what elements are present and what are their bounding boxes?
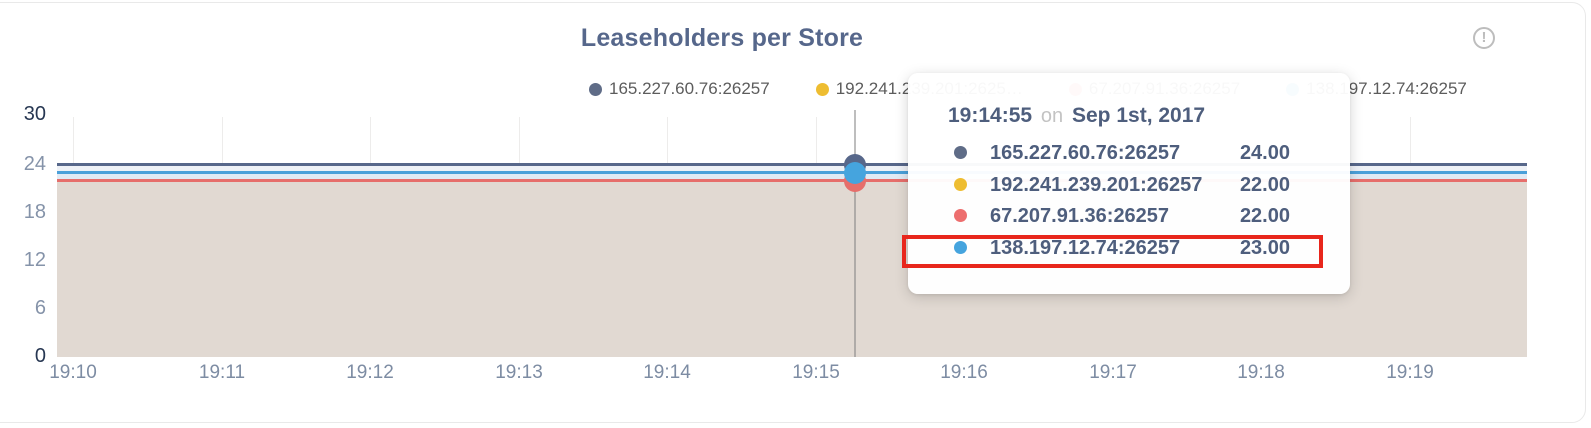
- tooltip-connector: on: [1040, 105, 1064, 127]
- series-line-138-197-12-74: [57, 171, 1527, 174]
- series-color-dot-icon: [589, 82, 602, 96]
- y-axis-label: 6: [34, 297, 46, 319]
- x-axis-label: 19:18: [1237, 362, 1285, 383]
- series-color-dot-icon: [815, 82, 829, 96]
- y-axis-label: 30: [23, 103, 46, 125]
- tooltip-row-0: 165.227.60.76:26257 24.00: [908, 141, 1350, 173]
- x-axis-label: 19:15: [792, 362, 840, 383]
- tooltip-series-value: 24.00: [1239, 142, 1290, 164]
- tooltip-date: Sep 1st, 2017: [1072, 104, 1206, 127]
- tooltip-series-label: 67.207.91.36:26257: [990, 205, 1170, 227]
- tooltip-series-label: 165.227.60.76:26257: [990, 142, 1181, 164]
- tooltip-row-2: 67.207.91.36:26257 22.00: [908, 204, 1350, 236]
- legend-item-0[interactable]: 165.227.60.76:26257: [589, 79, 770, 99]
- exclamation-glyph: !: [1481, 29, 1487, 46]
- area-band-navy: [57, 166, 1527, 171]
- series-color-dot-icon: [954, 177, 967, 191]
- legend-label: 165.227.60.76:26257: [609, 79, 770, 98]
- x-axis-label: 19:11: [198, 362, 246, 383]
- tooltip-row-3: 138.197.12.74:26257 23.00: [908, 236, 1350, 268]
- tooltip-time: 19:14:55: [948, 104, 1033, 127]
- tooltip-series-value: 22.00: [1239, 205, 1290, 227]
- x-axis-label: 19:13: [495, 362, 543, 383]
- series-color-dot-icon: [954, 146, 967, 159]
- x-axis-label: 19:19: [1386, 362, 1434, 383]
- series-color-dot-icon: [954, 209, 967, 222]
- x-axis-label: 19:16: [940, 362, 988, 383]
- y-axis-label: 18: [23, 201, 46, 223]
- tooltip-row-1: 192.241.239.201:26257 22.00: [908, 173, 1350, 205]
- series-line-165-227-60-76: [57, 163, 1527, 166]
- series-color-dot-icon: [954, 240, 967, 254]
- y-axis-label: 24: [23, 153, 46, 175]
- x-axis-label: 19:12: [346, 362, 394, 383]
- x-axis-label: 19:14: [643, 362, 691, 383]
- highlight-annotation-box: [902, 235, 1323, 268]
- series-line-67-207-91-36: [57, 179, 1527, 182]
- x-axis-label: 19:10: [49, 362, 97, 383]
- hover-crosshair: [854, 110, 856, 357]
- tooltip-rows: 165.227.60.76:26257 24.00 192.241.239.20…: [908, 141, 1350, 267]
- tooltip-series-value: 22.00: [1239, 173, 1290, 196]
- hover-point-blue-icon: [844, 162, 866, 184]
- tooltip-series-label: 138.197.12.74:26257: [990, 236, 1181, 259]
- area-band-blue: [57, 174, 1527, 179]
- hover-tooltip: 19:14:55 on Sep 1st, 2017 165.227.60.76:…: [902, 73, 1350, 294]
- info-icon[interactable]: !: [1473, 27, 1495, 49]
- tooltip-series-label: 192.241.239.201:26257: [990, 173, 1203, 196]
- x-axis-label: 19:17: [1089, 362, 1137, 383]
- y-axis-label: 12: [23, 249, 46, 271]
- tooltip-header: 19:14:55 on Sep 1st, 2017: [948, 104, 1205, 128]
- y-axis-label: 0: [34, 345, 46, 367]
- chart-title: Leaseholders per Store: [580, 24, 864, 52]
- tooltip-series-value: 23.00: [1239, 236, 1290, 259]
